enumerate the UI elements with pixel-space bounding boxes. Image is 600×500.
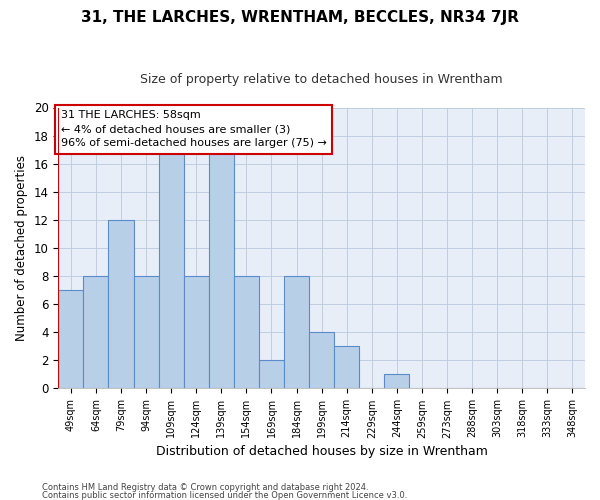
Bar [309, 332, 334, 388]
Bar [284, 276, 309, 388]
Title: Size of property relative to detached houses in Wrentham: Size of property relative to detached ho… [140, 72, 503, 86]
Y-axis label: Number of detached properties: Number of detached properties [15, 155, 28, 341]
Bar [83, 276, 109, 388]
Text: 31 THE LARCHES: 58sqm
← 4% of detached houses are smaller (3)
96% of semi-detach: 31 THE LARCHES: 58sqm ← 4% of detached h… [61, 110, 326, 148]
Bar [334, 346, 359, 389]
Bar [259, 360, 284, 388]
X-axis label: Distribution of detached houses by size in Wrentham: Distribution of detached houses by size … [156, 444, 488, 458]
Text: 31, THE LARCHES, WRENTHAM, BECCLES, NR34 7JR: 31, THE LARCHES, WRENTHAM, BECCLES, NR34… [81, 10, 519, 25]
Bar [109, 220, 134, 388]
Bar [134, 276, 158, 388]
Bar [184, 276, 209, 388]
Bar [158, 150, 184, 388]
Bar [385, 374, 409, 388]
Text: Contains HM Land Registry data © Crown copyright and database right 2024.: Contains HM Land Registry data © Crown c… [42, 484, 368, 492]
Bar [234, 276, 259, 388]
Text: Contains public sector information licensed under the Open Government Licence v3: Contains public sector information licen… [42, 490, 407, 500]
Bar [209, 150, 234, 388]
Bar [58, 290, 83, 388]
